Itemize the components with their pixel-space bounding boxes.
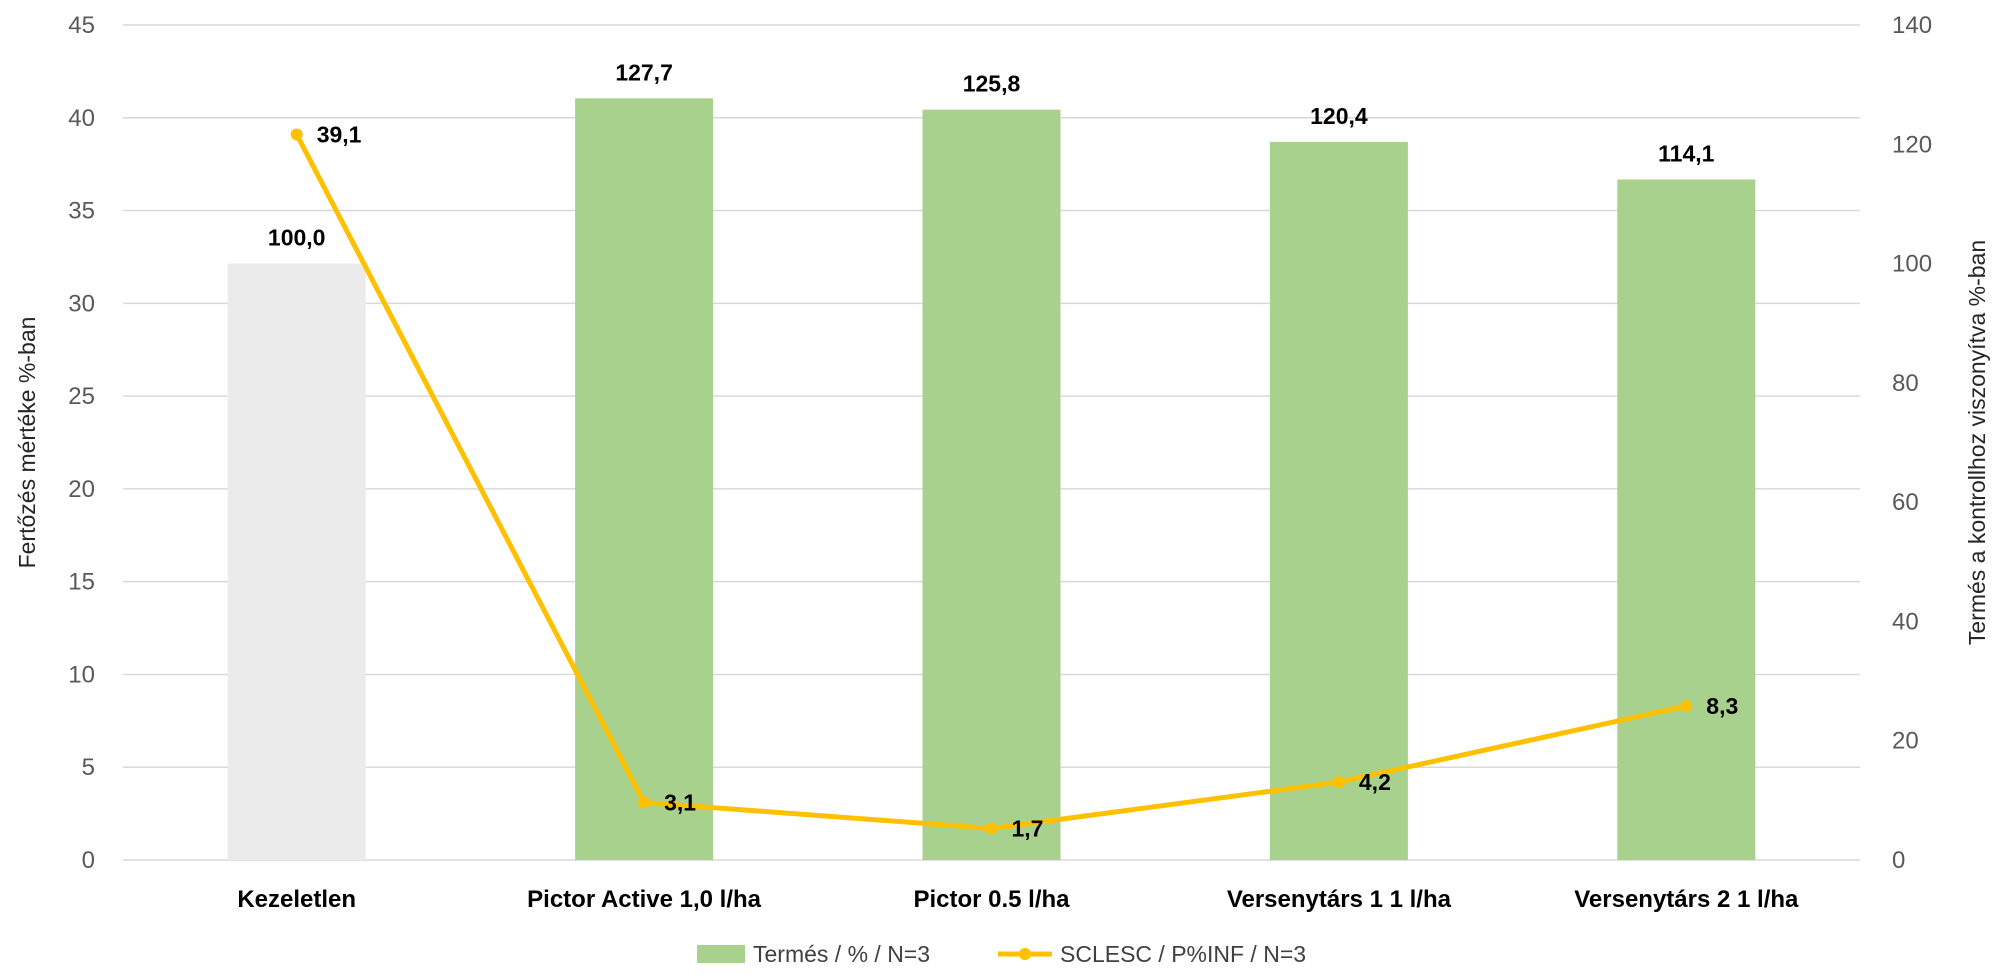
line-point (290, 128, 303, 141)
y-tick-label: 15 (68, 569, 95, 596)
legend-bar-label: Termés / % / N=3 (753, 941, 930, 967)
y-tick-label: 45 (68, 12, 95, 39)
right-axis-ticks: 0 20 40 60 80 100 120 140 (1892, 12, 1932, 874)
y-tick-label: 20 (68, 476, 95, 503)
y2-tick-label: 0 (1892, 847, 1905, 874)
bar-data-label: 120,4 (1310, 103, 1368, 129)
bar-data-label: 127,7 (615, 59, 673, 85)
line-data-labels: 39,1 3,1 1,7 4,2 8,3 (317, 121, 1739, 841)
category-label: Versenytárs 2 1 l/ha (1574, 886, 1799, 913)
y2-tick-label: 140 (1892, 12, 1932, 39)
y-axis-title: Fertőzés mértéke %-ban (14, 317, 40, 569)
y-tick-label: 35 (68, 198, 95, 225)
line-point (1332, 776, 1345, 789)
bar (575, 98, 714, 860)
line-point (985, 822, 998, 835)
legend-line-label: SCLESC / P%INF / N=3 (1060, 941, 1306, 967)
y-tick-label: 30 (68, 290, 95, 317)
bar (922, 109, 1061, 860)
category-label: Versenytárs 1 1 l/ha (1227, 886, 1452, 913)
line-data-label: 4,2 (1359, 769, 1391, 795)
line-point (638, 796, 651, 809)
y2-tick-label: 100 (1892, 251, 1932, 278)
y-tick-label: 10 (68, 661, 95, 688)
bar-series (227, 98, 1756, 861)
bar (1617, 179, 1756, 861)
y2-tick-label: 80 (1892, 370, 1919, 397)
line-data-label: 8,3 (1706, 693, 1738, 719)
y2-tick-label: 60 (1892, 489, 1919, 516)
line-data-label: 3,1 (664, 789, 696, 815)
bar-data-label: 100,0 (268, 225, 326, 251)
y2-axis-title: Termés a kontrollhoz viszonyítva %-ban (1964, 240, 1990, 645)
y2-tick-label: 40 (1892, 608, 1919, 635)
bar (227, 263, 366, 861)
category-label: Kezeletlen (237, 886, 356, 913)
legend-line-marker (1019, 948, 1031, 960)
bar-data-label: 114,1 (1658, 140, 1714, 166)
line-data-label: 1,7 (1012, 815, 1044, 841)
line-series (290, 128, 1693, 835)
legend: Termés / % / N=3 SCLESC / P%INF / N=3 (697, 941, 1306, 967)
bar-data-labels: 100,0 127,7 125,8 120,4 114,1 (268, 59, 1715, 250)
left-axis-ticks: 0 5 10 15 20 25 30 35 40 45 (68, 12, 95, 874)
bar (1269, 141, 1408, 860)
category-labels: Kezeletlen Pictor Active 1,0 l/ha Pictor 0… (237, 886, 1799, 913)
y-tick-label: 25 (68, 383, 95, 410)
y-tick-label: 0 (82, 847, 95, 874)
legend-bar-swatch (697, 945, 745, 963)
y2-tick-label: 120 (1892, 131, 1932, 158)
y-tick-label: 40 (68, 105, 95, 132)
bar-data-label: 125,8 (963, 71, 1021, 97)
line-data-label: 39,1 (317, 121, 362, 147)
category-label: Pictor 0.5 l/ha (913, 886, 1070, 913)
y-tick-label: 5 (82, 754, 95, 781)
line-point (1680, 699, 1693, 712)
category-label: Pictor Active 1,0 l/ha (527, 886, 762, 913)
y2-tick-label: 20 (1892, 728, 1919, 755)
